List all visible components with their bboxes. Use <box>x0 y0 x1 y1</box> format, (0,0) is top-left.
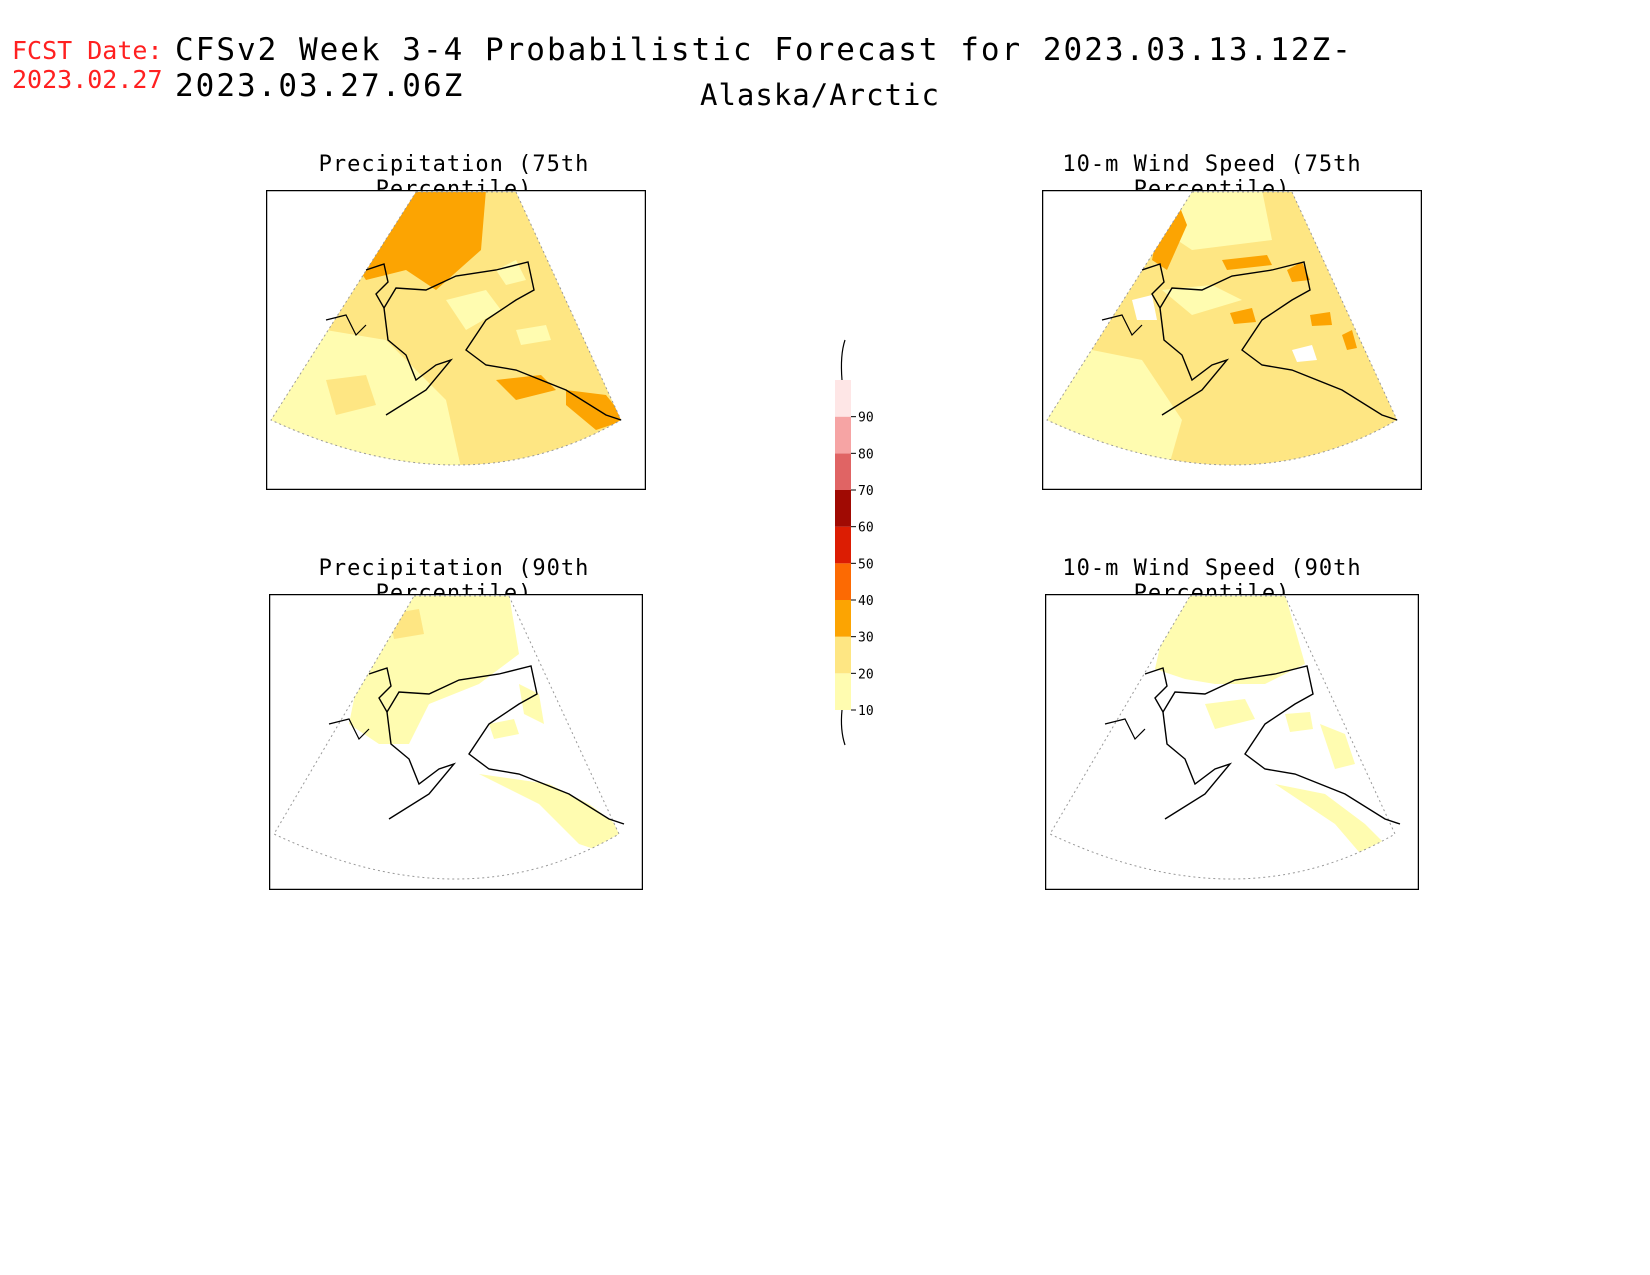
panel-title-precip-75: Precipitation (75th Percentile) <box>318 152 590 202</box>
map-wind-90 <box>1045 594 1419 890</box>
color-bar-box <box>835 600 851 637</box>
color-bar: 10 20 30 40 50 60 70 80 90 <box>820 330 890 754</box>
color-bar-label: 10 <box>858 704 874 719</box>
color-bar-label: 50 <box>858 557 874 572</box>
color-bar-label: 90 <box>858 411 874 426</box>
region-subtitle: Alaska/Arctic <box>700 78 940 112</box>
forecast-date-block: FCST Date: 2023.02.27 <box>12 36 163 94</box>
color-bar-box <box>835 673 851 710</box>
map-wind-75 <box>1042 190 1422 490</box>
forecast-date-value: 2023.02.27 <box>12 65 163 94</box>
color-bar-label: 80 <box>858 447 874 462</box>
map-precip-75 <box>266 190 646 490</box>
color-bar-box <box>835 380 851 417</box>
color-bar-label: 40 <box>858 594 874 609</box>
color-bar-box <box>835 563 851 600</box>
color-bar-label: 20 <box>858 667 874 682</box>
color-bar-box <box>835 526 851 564</box>
color-bar-label: 30 <box>858 631 874 646</box>
color-bar-box <box>835 416 851 454</box>
color-bar-box <box>835 490 851 527</box>
color-bar-box <box>835 636 851 674</box>
color-bar-label: 70 <box>858 484 874 499</box>
forecast-date-label: FCST Date: <box>12 36 163 65</box>
color-bar-label: 60 <box>858 521 874 536</box>
map-precip-90 <box>269 594 643 890</box>
figure-title: CFSv2 Week 3-4 Probabilistic Forecast fo… <box>175 32 1353 104</box>
color-bar-box <box>835 453 851 490</box>
